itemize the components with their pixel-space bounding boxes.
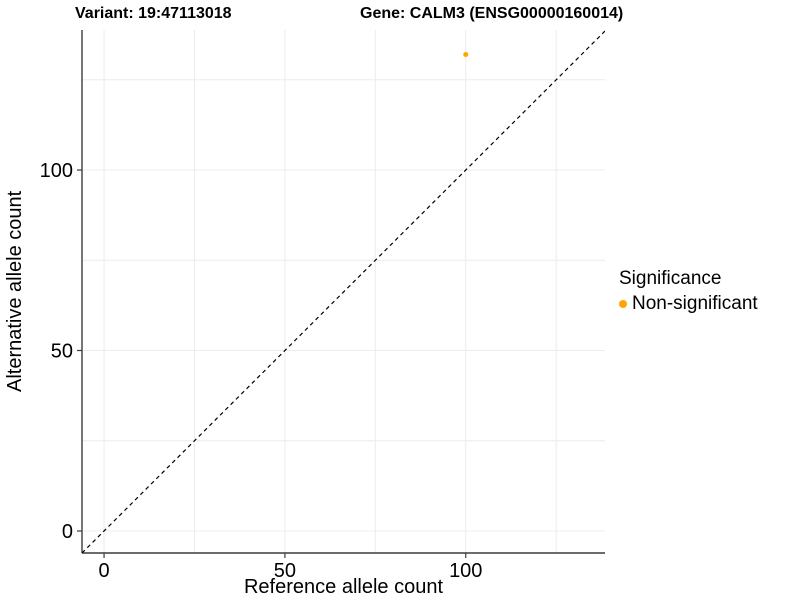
x-tick-label: 100 <box>449 560 482 582</box>
x-tick-label: 50 <box>274 560 296 582</box>
y-tick-label: 100 <box>40 160 73 182</box>
data-point <box>463 52 469 58</box>
plot-title-variant: Variant: 19:47113018 <box>75 5 232 22</box>
y-tick-label: 50 <box>51 341 73 363</box>
plot-title-gene: Gene: CALM3 (ENSG00000160014) <box>360 5 624 22</box>
legend-title: Significance <box>619 268 722 289</box>
y-axis-title: Alternative allele count <box>4 190 26 393</box>
legend: Significance Non-significant <box>619 268 758 315</box>
legend-point-swatch <box>619 300 627 308</box>
x-tick-label: 0 <box>99 560 110 582</box>
x-axis-title: Reference allele count <box>243 576 443 598</box>
y-tick-label: 0 <box>62 521 73 543</box>
legend-entry: Non-significant <box>619 293 758 315</box>
legend-entry-label: Non-significant <box>632 293 758 314</box>
identity-line <box>82 30 605 553</box>
